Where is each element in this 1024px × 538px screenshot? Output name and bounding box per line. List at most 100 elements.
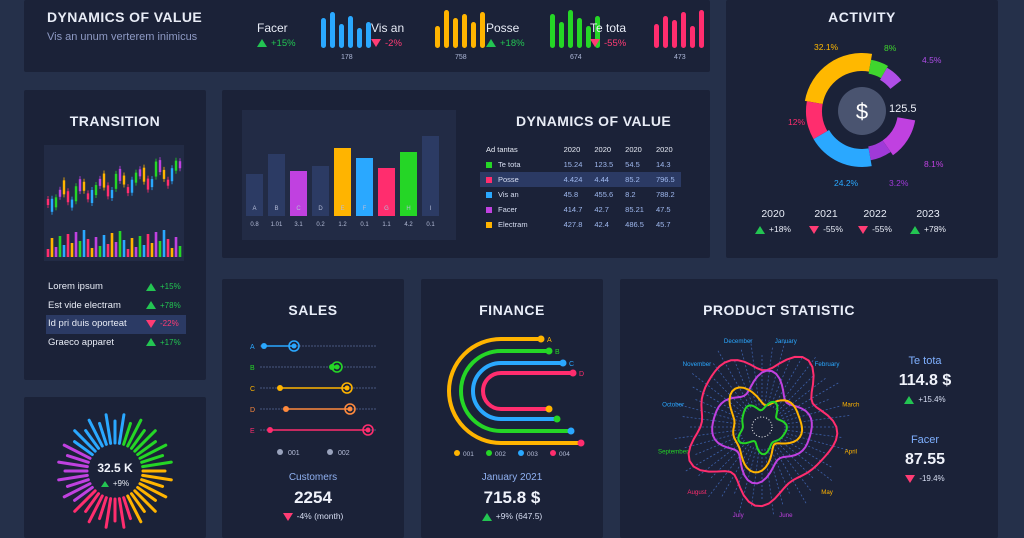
gauge-value: 32.5 K — [97, 461, 133, 475]
activity-slice-label: 12% — [788, 117, 805, 127]
volume-bar — [146, 234, 150, 257]
dynamics-bar-value: 1.01 — [270, 222, 283, 228]
table-row[interactable]: Vis an 45.8 455.6 8.2 788.2 — [480, 187, 681, 202]
candle-body — [62, 180, 66, 195]
dynamics-bar-letter: G — [384, 206, 389, 212]
finance-arc-label: C — [569, 361, 574, 368]
activity-slice — [868, 59, 888, 79]
header-subtitle: Vis an unum verterem inimicus — [47, 31, 198, 43]
volume-bar — [118, 231, 122, 257]
table-row[interactable]: Electram 427.8 42.4 486.5 45.7 — [480, 217, 681, 232]
finance-legend-label: 002 — [495, 451, 506, 458]
sales-knob-001[interactable] — [283, 406, 289, 412]
legend-dot — [550, 450, 556, 456]
table-row[interactable]: Te tota 15.24 123.5 54.5 14.3 — [480, 157, 681, 172]
sales-knob-002[interactable] — [341, 382, 353, 394]
radar-spoke — [783, 405, 840, 422]
radar-month-label: June — [779, 512, 793, 519]
table-row-name: Vis an — [480, 187, 558, 202]
dynamics-bar-chart: A 0.8 B 1.01 C 3.1 D 0.2 E 1.2 F 0.1 G 1.1 H 4.2 I 0.1 — [242, 110, 456, 240]
finance-value: 715.8 $ — [483, 488, 541, 507]
candle-body — [126, 187, 130, 194]
product-stat-change: +15.4% — [880, 395, 970, 404]
gauge-tick — [136, 440, 157, 457]
candle-body — [98, 178, 102, 186]
sales-change: -4% (month) — [222, 511, 404, 521]
radar-spoke — [772, 445, 807, 504]
sales-knob-dot — [347, 406, 353, 412]
radial-gauge — [57, 413, 173, 529]
year-label: 2023 — [916, 208, 940, 220]
gauge-tick — [87, 494, 104, 524]
table-header-cell: 2020 — [594, 145, 612, 154]
activity-slice — [868, 140, 891, 161]
volume-bar — [58, 236, 62, 257]
sales-knob-002[interactable] — [288, 340, 300, 352]
volume-bar — [178, 246, 182, 257]
gauge-tick — [133, 429, 157, 453]
volume-bar — [154, 232, 158, 257]
radar-month-label: December — [724, 338, 753, 345]
radar-spoke — [682, 416, 741, 425]
kpi-bar — [462, 14, 467, 48]
candle-body — [162, 169, 166, 179]
candle-body — [74, 186, 78, 202]
radar-spoke — [777, 375, 814, 412]
radar-spoke — [775, 444, 812, 491]
row-name: Te tota — [498, 160, 521, 169]
table-cell: 8.2 — [625, 190, 636, 199]
dynamics-bar-letter: D — [318, 206, 323, 212]
product-stat-change: -19.4% — [880, 474, 970, 483]
finance-change-value: +9% (647.5) — [495, 511, 543, 521]
table-cell: 47.5 — [655, 205, 671, 214]
sales-knob-002[interactable] — [331, 361, 343, 373]
transition-item[interactable]: Id pri duis oporteat -22% — [46, 315, 186, 334]
down-arrow-icon — [858, 225, 869, 234]
table-row[interactable]: Posse 4.424 4.44 85.2 796.5 — [480, 172, 681, 187]
kpi-value: 758 — [455, 54, 467, 61]
table-cell: 414.7 — [563, 205, 583, 214]
finance-arc-end — [567, 427, 575, 435]
up-arrow-icon — [910, 225, 920, 234]
dynamics-bar-letter: C — [296, 206, 301, 212]
table-cell: 486.5 — [625, 220, 644, 229]
sales-knob-001[interactable] — [277, 385, 283, 391]
volume-bar — [70, 243, 74, 257]
sales-knob-002[interactable] — [362, 424, 374, 436]
year-change: +18% — [751, 224, 795, 234]
sales-row-label: D — [250, 407, 255, 414]
gauge-tick — [129, 429, 146, 450]
candle-body — [54, 197, 58, 208]
transition-item-change: +15% — [146, 278, 181, 297]
candle-body — [106, 185, 110, 197]
transition-item[interactable]: Est vide electram +78% — [46, 297, 186, 316]
sales-row-label: B — [250, 365, 255, 372]
kpi-bar — [348, 16, 353, 48]
table-row-name: Posse — [480, 172, 558, 187]
gauge-tick — [57, 460, 89, 469]
table-cell: 788.2 — [655, 190, 675, 199]
transition-item[interactable]: Graeco apparet +17% — [46, 334, 186, 353]
candle-body — [142, 167, 146, 182]
kpi-label: Facer — [257, 21, 288, 35]
radar-month-label: January — [775, 338, 798, 345]
radar-month-label: September — [658, 448, 688, 455]
sales-row-label: E — [250, 428, 255, 435]
radar-spoke — [764, 347, 773, 406]
header-panel: DYNAMICS OF VALUE Vis an unum verterem i… — [24, 0, 710, 72]
gauge-tick — [117, 497, 126, 529]
finance-arc-end — [545, 405, 553, 413]
gauge-tick — [136, 485, 157, 502]
sales-knob-002[interactable] — [344, 403, 356, 415]
finance-legend-label: 001 — [463, 451, 474, 458]
transition-item[interactable]: Lorem ipsum +15% — [46, 278, 186, 297]
table-header-cell: Ad tantas — [486, 145, 518, 154]
sales-knob-001[interactable] — [261, 343, 267, 349]
table-cell: 54.5 — [625, 160, 640, 169]
sales-panel: SALES A B C D E 001 002 Customers 2254 -4% (mo… — [222, 279, 404, 538]
legend-dot — [277, 449, 283, 455]
table-header-cell: 2020 — [655, 145, 673, 154]
sales-knob-001[interactable] — [267, 427, 273, 433]
transition-item-change-value: +78% — [160, 300, 181, 310]
table-row[interactable]: Facer 414.7 42.7 85.21 47.5 — [480, 202, 681, 217]
